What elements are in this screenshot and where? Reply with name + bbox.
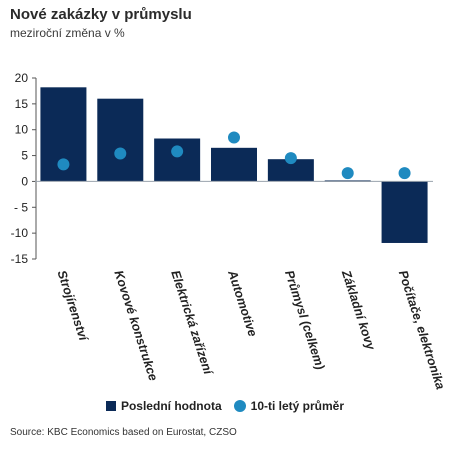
bar-latest-value	[154, 138, 201, 182]
legend-item-average: 10-ti letý průměr	[233, 399, 345, 413]
bar-latest-value	[381, 181, 428, 243]
chart-legend: Poslední hodnota 10-ti letý průměr	[0, 399, 450, 413]
bar-latest-value	[211, 147, 257, 182]
legend-label-average: 10-ti letý průměr	[250, 399, 345, 413]
y-tick-label: 15	[15, 97, 29, 111]
y-tick-label: -15	[11, 252, 29, 266]
x-tick-label: Automotive	[225, 268, 260, 339]
x-tick-label: Elektrická zařízení	[168, 269, 215, 378]
dot-ten-year-average	[284, 152, 297, 165]
chart-title: Nové zakázky v průmyslu	[10, 6, 192, 23]
x-tick-label: Strojírenství	[55, 269, 91, 344]
y-tick-label: 20	[15, 71, 29, 85]
y-tick-label: -10	[11, 226, 29, 240]
legend-label-latest: Poslední hodnota	[120, 399, 222, 413]
x-tick-label: Základní kovy	[339, 268, 378, 353]
dot-ten-year-average	[228, 131, 240, 144]
legend-bar-swatch	[105, 401, 116, 411]
legend-item-latest: Poslední hodnota	[105, 399, 222, 413]
dot-ten-year-average	[341, 167, 354, 180]
dot-ten-year-average	[114, 147, 127, 160]
x-tick-label: Počítače, elektronika	[396, 269, 448, 392]
y-tick-label: 0	[21, 174, 28, 188]
dot-ten-year-average	[398, 167, 411, 180]
dot-ten-year-average	[171, 145, 184, 158]
y-tick-label: 10	[15, 123, 29, 137]
x-tick-label: Kovové konstrukce	[111, 269, 160, 383]
dot-ten-year-average	[57, 158, 70, 171]
y-tick-label: - 5	[14, 200, 28, 214]
bar-latest-value	[267, 159, 314, 182]
legend-dot-swatch	[233, 400, 246, 412]
bar-latest-value	[97, 98, 144, 182]
chart-subtitle: meziroční změna v %	[10, 26, 125, 40]
y-tick-label: 5	[21, 149, 28, 163]
source-note: Source: KBC Economics based on Eurostat,…	[10, 427, 237, 438]
x-tick-label: Průmysl (celkem)	[282, 269, 327, 372]
chart-plot: 20 15 10 5 0 - 5 -10 -15 Strojírenství Kovové kon…	[11, 71, 448, 392]
